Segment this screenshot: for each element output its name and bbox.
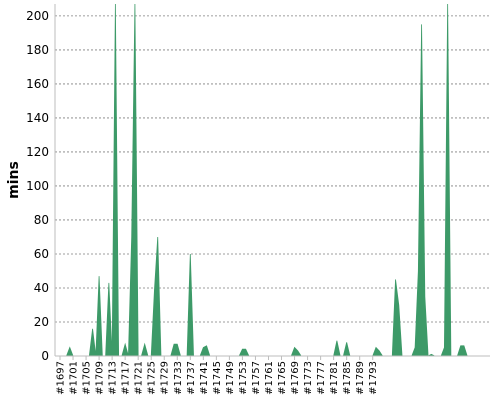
x-tick-label: #1761 (264, 361, 275, 395)
x-tick-label: #1785 (342, 361, 353, 395)
x-tick-label: #1741 (199, 361, 210, 395)
y-tick-label: 60 (34, 247, 49, 261)
x-tick-label: #1769 (290, 361, 301, 395)
x-tick-label: #1745 (212, 361, 223, 395)
series-layer (60, 3, 490, 357)
y-tick-label: 80 (34, 213, 49, 227)
x-tick-label: #1757 (251, 361, 262, 395)
series-area (60, 3, 490, 357)
x-tick-label: #1781 (329, 361, 340, 395)
x-tick-label: #1765 (277, 361, 288, 395)
x-tick-label: #1705 (82, 361, 93, 395)
y-tick-label: 120 (26, 145, 49, 159)
x-tick-label: #1733 (173, 361, 184, 395)
x-tick-label: #1777 (316, 361, 327, 395)
x-tick-label: #1729 (160, 361, 171, 395)
y-axis-title: mins (6, 161, 22, 199)
y-tick-label: 180 (26, 43, 49, 57)
x-tick-label: #1725 (147, 361, 158, 395)
x-tick-label: #1753 (238, 361, 249, 395)
x-tick-label: #1793 (368, 361, 379, 395)
y-tick-label: 200 (26, 9, 49, 23)
y-tick-label: 0 (41, 349, 49, 363)
y-tick-label: 100 (26, 179, 49, 193)
x-tick-label: #1737 (186, 361, 197, 395)
x-tick-label: #1749 (225, 361, 236, 395)
x-tick-label: #1713 (108, 361, 119, 395)
x-tick-label: #1721 (134, 361, 145, 395)
x-tick-label: #1697 (56, 361, 67, 395)
y-tick-label: 40 (34, 281, 49, 295)
x-tick-label: #1773 (303, 361, 314, 395)
x-tick-label: #1717 (121, 361, 132, 395)
y-tick-label: 160 (26, 77, 49, 91)
x-axis-ticks: #1697 #1701 #1705 #1709 #1713 #1717 #1721 #1725… (56, 356, 379, 395)
y-axis-ticks: 0 20 40 60 80 100 120 140 160 180 200 (26, 9, 49, 363)
x-tick-label: #1789 (355, 361, 366, 395)
axes (54, 4, 490, 357)
y-tick-label: 140 (26, 111, 49, 125)
grid-layer (55, 15, 490, 357)
y-tick-label: 20 (34, 315, 49, 329)
x-tick-label: #1709 (95, 361, 106, 395)
x-tick-label: #1701 (69, 361, 80, 395)
